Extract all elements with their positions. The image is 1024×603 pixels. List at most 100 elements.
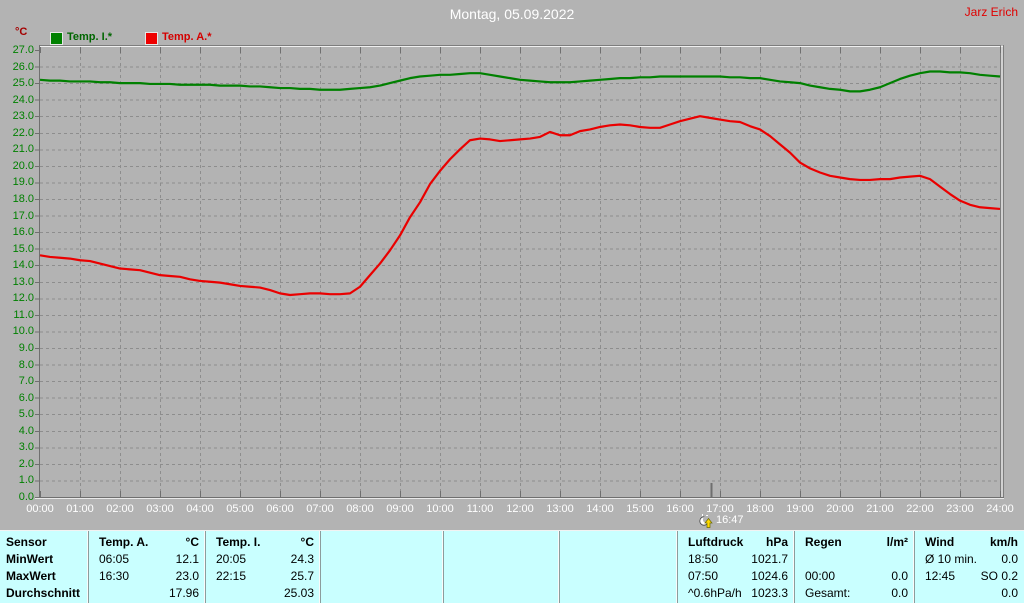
table-cell-time: 06:05 (99, 552, 130, 566)
moonrise-icon (699, 514, 713, 528)
table-cell-time: Regen (805, 535, 842, 549)
x-axis-label: 13:00 (546, 503, 574, 515)
y-axis-label: 11.0 (13, 308, 34, 321)
y-axis-label: 0.0 (18, 491, 34, 503)
x-axis-label: 11:00 (466, 503, 494, 515)
y-axis-label: 23.0 (12, 110, 34, 123)
table-cell: 0.0 (914, 585, 1024, 601)
table-group-header: Temp. I. °C (205, 534, 320, 550)
table-cell-value: km/h (989, 535, 1018, 549)
x-axis-label: 16:00 (666, 503, 694, 515)
x-axis-label: 01:00 (66, 503, 94, 515)
table-cell-time: ^0.6hPa/h (688, 586, 742, 600)
table-cell-value: 12.1 (175, 552, 199, 566)
y-axis-label: 19.0 (12, 176, 34, 189)
y-axis-label: 21.0 (12, 143, 34, 156)
table-cell-value: 1024.6 (751, 569, 788, 583)
x-axis-label: 04:00 (186, 503, 214, 515)
table-cell-time: 20:05 (216, 552, 247, 566)
y-axis-label: 2.0 (18, 457, 34, 470)
table-row-label: Sensor (6, 535, 47, 549)
table-cell-time: Wind (925, 535, 955, 549)
temp-i-line (39, 70, 1001, 93)
x-axis-label: 02:00 (106, 503, 134, 515)
table-cell-time: Luftdruck (688, 535, 744, 549)
y-axis-label: 18.0 (12, 193, 34, 205)
x-axis-label: 15:00 (626, 503, 654, 515)
table-cell-time: 18:50 (688, 552, 719, 566)
x-axis-label: 00:00 (26, 503, 54, 515)
y-axis-label: 1.0 (18, 474, 34, 487)
table-row-label: Durchschnitt (6, 586, 81, 600)
y-axis-label: 15.0 (12, 242, 34, 255)
y-axis-label: 24.0 (12, 93, 34, 106)
table-group-header: Wind km/h (914, 534, 1024, 550)
table-cell-value: 25.03 (283, 586, 314, 600)
temp-a-line (39, 115, 1001, 297)
y-axis-label: 20.0 (12, 159, 34, 172)
y-axis-label: 16.0 (12, 226, 34, 239)
table-cell-value: 1023.3 (751, 586, 788, 600)
x-axis-label: 17:00 (706, 503, 734, 515)
table-cell-value: 1021.7 (751, 552, 788, 566)
table-column-divider (793, 531, 795, 603)
table-group-header: Regen l/m² (794, 534, 914, 550)
temp-a-legend-label: Temp. A.* (162, 31, 212, 43)
table-cell: 12:45 SO 0.2 (914, 568, 1024, 584)
table-cell-time: 07:50 (688, 569, 719, 583)
y-axis-label: 26.0 (12, 60, 34, 73)
y-axis-label: 9.0 (18, 342, 34, 354)
summary-table: Sensor MinWert MaxWert Durchschnitt Temp. A.… (0, 530, 1024, 603)
table-cell-value: hPa (765, 535, 788, 549)
x-axis-label: 24:00 (986, 503, 1014, 515)
table-cell-value: SO 0.2 (980, 569, 1018, 583)
x-axis-label: 22:00 (906, 503, 934, 515)
y-axis-label: 17.0 (12, 209, 34, 222)
y-axis-label: 27.0 (12, 44, 34, 56)
temperature-plot (35, 45, 1004, 499)
table-cell-value: 23.0 (175, 569, 199, 583)
y-axis-label: 13.0 (12, 275, 34, 288)
table-cell: 16:30 23.0 (88, 568, 205, 584)
table-cell-time: 00:00 (805, 569, 836, 583)
table-cell: 22:15 25.7 (205, 568, 320, 584)
table-cell-value: l/m² (886, 535, 908, 549)
table-cell-value: 0.0 (891, 569, 908, 583)
table-column-divider (319, 531, 321, 603)
table-cell-time: 16:30 (99, 569, 130, 583)
table-cell: Gesamt: 0.0 (794, 585, 914, 601)
y-axis-label: 10.0 (12, 325, 34, 338)
x-axis-label: 21:00 (866, 503, 894, 515)
y-axis-label: 5.0 (18, 408, 34, 421)
x-axis-label: 14:00 (586, 503, 614, 515)
x-axis-label: 05:00 (226, 503, 254, 515)
table-cell: 25.03 (205, 585, 320, 601)
table-column-divider (87, 531, 89, 603)
x-axis-label: 07:00 (306, 503, 334, 515)
temp-a-legend-swatch-icon (145, 32, 158, 45)
page-title: Montag, 05.09.2022 (449, 6, 575, 22)
temp-i-legend-label: Temp. I.* (67, 31, 113, 43)
table-column-divider (442, 531, 444, 603)
table-cell-time: Ø 10 min. (925, 552, 978, 566)
table-column-divider (204, 531, 206, 603)
x-axis-label: 19:00 (786, 503, 814, 515)
table-cell: Ø 10 min. 0.0 (914, 551, 1024, 567)
y-axis-label: 14.0 (12, 259, 34, 272)
x-axis-label: 20:00 (826, 503, 854, 515)
table-column-divider (558, 531, 560, 603)
y-axis-label: 3.0 (18, 441, 34, 454)
table-cell-time: Temp. I. (216, 535, 261, 549)
table-cell-value: °C (300, 535, 314, 549)
x-axis-label: 10:00 (426, 503, 454, 515)
table-cell-value: °C (185, 535, 199, 549)
table-cell: 07:50 1024.6 (677, 568, 794, 584)
temp-i-legend-swatch-icon (50, 32, 63, 45)
x-axis-label: 09:00 (386, 503, 414, 515)
table-cell: 20:05 24.3 (205, 551, 320, 567)
y-axis-label: 6.0 (18, 391, 34, 404)
table-cell-time: Temp. A. (99, 535, 149, 549)
y-axis-label: 25.0 (12, 77, 34, 90)
author-label: Jarz Erich (964, 5, 1018, 19)
